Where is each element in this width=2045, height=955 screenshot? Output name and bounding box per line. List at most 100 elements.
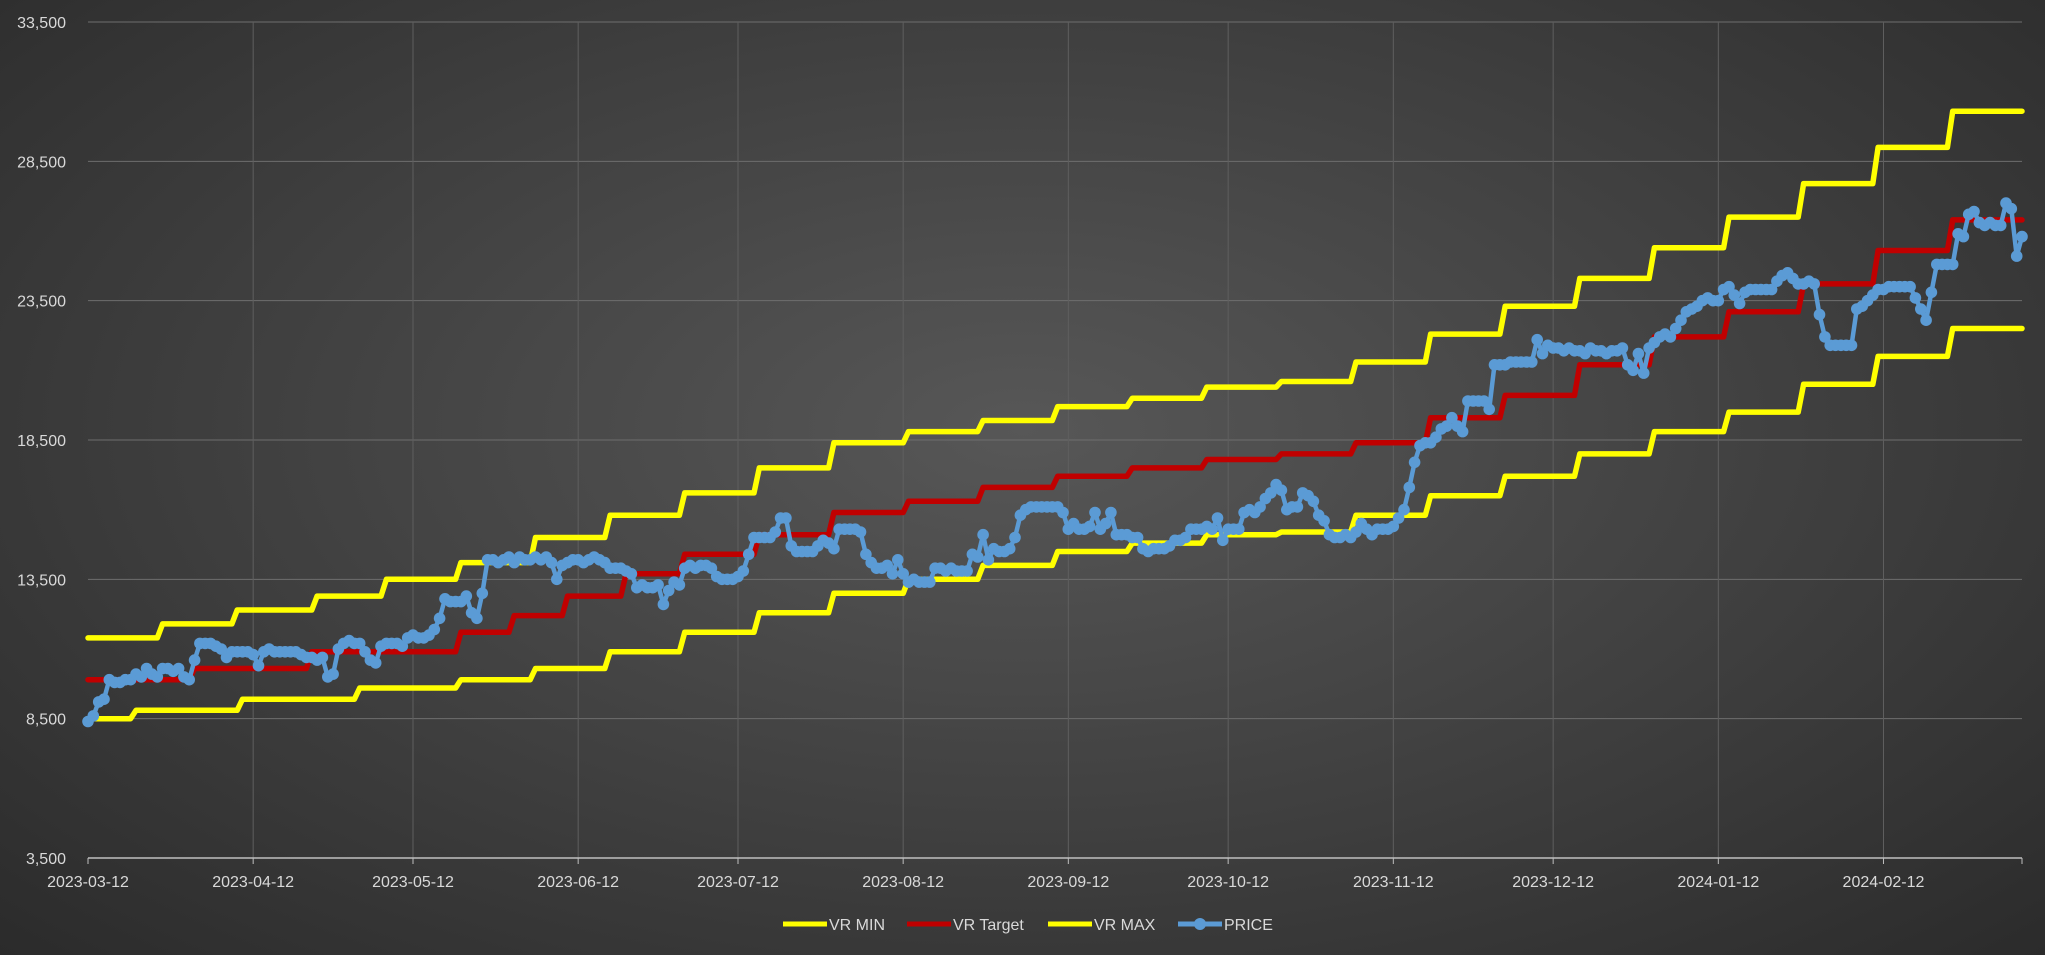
price-point [1403, 481, 1416, 494]
y-axis-tick-labels: 3,500 8,500 13,500 18,500 23,500 28,500 33,500 [17, 15, 66, 868]
price-point [1387, 520, 1400, 533]
x-tick-label: 2023-06-12 [537, 874, 619, 891]
price-point [1845, 339, 1858, 352]
x-tick-label: 2023-08-12 [862, 874, 944, 891]
price-point [471, 612, 483, 625]
price-point [1920, 314, 1932, 327]
price-point [1664, 331, 1677, 343]
price-point [1398, 503, 1410, 516]
x-tick-label: 2023-03-12 [47, 874, 129, 891]
price-point [1233, 523, 1245, 535]
price-point [705, 562, 718, 574]
price-point [657, 598, 670, 611]
y-tick-label: 8,500 [26, 712, 66, 729]
price-point [316, 651, 329, 664]
series-line-vr-max [85, 108, 2025, 641]
price-point [971, 551, 984, 563]
price-point [1483, 403, 1495, 416]
x-tick-label: 2023-05-12 [372, 874, 454, 891]
price-point [1957, 230, 1970, 243]
price-point [1994, 219, 2007, 232]
price-point [1089, 506, 1101, 519]
price-point [892, 554, 904, 566]
price-point [1003, 542, 1016, 555]
price-point [1946, 258, 1959, 271]
legend-item-vr-max: VR MAX [1048, 917, 1156, 934]
price-point [460, 590, 473, 602]
series-vr-max [85, 108, 2025, 641]
price-point [1009, 531, 1021, 544]
price-point [98, 693, 110, 705]
price-point [476, 587, 489, 600]
price-point [1446, 411, 1458, 424]
price-point [1819, 331, 1831, 343]
price-point [1408, 456, 1421, 469]
price-point [215, 643, 227, 655]
price-point [1206, 523, 1218, 535]
price-point [769, 526, 782, 538]
price-point [1813, 308, 1826, 321]
price-point [780, 512, 792, 524]
legend-label: VR MAX [1094, 917, 1156, 934]
price-point [1627, 364, 1639, 377]
price-point [369, 657, 382, 669]
price-point [183, 673, 195, 686]
price-point [1808, 278, 1820, 290]
price-point [1616, 342, 1629, 354]
price-point [1723, 280, 1735, 293]
series-layer [82, 108, 2028, 728]
price-point [881, 559, 893, 572]
y-tick-label: 3,500 [26, 851, 66, 868]
price-point [1430, 431, 1442, 444]
price-point [1904, 280, 1916, 293]
y-tick-label: 18,500 [17, 433, 66, 450]
price-point [1712, 294, 1725, 307]
price-point [1099, 517, 1112, 530]
price-point [924, 576, 936, 588]
legend: VR MIN VR Target VR MAX PRICE [783, 917, 1273, 934]
price-point [1275, 484, 1288, 497]
price-point [1526, 356, 1538, 368]
legend-label: PRICE [1224, 917, 1273, 934]
price-point [188, 654, 201, 666]
gridlines [87, 21, 2023, 864]
series-price [82, 197, 2028, 728]
price-point [353, 637, 366, 650]
price-point [854, 526, 867, 538]
legend-item-vr-min: VR MIN [783, 917, 885, 934]
x-tick-label: 2023-04-12 [212, 874, 294, 891]
price-point [1915, 303, 1927, 315]
price-point [737, 565, 750, 577]
price-point [828, 542, 840, 555]
price-point [545, 556, 558, 569]
price-point [1968, 205, 1980, 218]
price-point [135, 671, 148, 683]
price-point [1211, 512, 1224, 524]
x-axis-tick-labels: 2023-03-12 2023-04-12 2023-05-12 2023-06-12… [47, 874, 1924, 891]
price-point [1307, 495, 1320, 508]
price-point [1925, 286, 1938, 299]
y-tick-label: 13,500 [17, 572, 66, 589]
price-point [961, 565, 973, 577]
price-point [428, 623, 441, 636]
price-point [1733, 297, 1746, 310]
price-point [1350, 526, 1362, 538]
price-point [327, 668, 339, 680]
x-tick-label: 2023-11-12 [1353, 874, 1434, 891]
price-point [359, 646, 371, 658]
y-tick-label: 33,500 [17, 15, 66, 32]
price-point [172, 662, 185, 675]
price-point [625, 568, 638, 580]
price-point [2010, 250, 2023, 262]
price-point [1083, 520, 1096, 533]
price-point [977, 528, 989, 541]
x-tick-label: 2024-01-12 [1677, 874, 1759, 891]
price-point [886, 568, 899, 580]
x-tick-label: 2023-07-12 [697, 874, 779, 891]
y-tick-label: 28,500 [17, 154, 66, 171]
y-tick-label: 23,500 [17, 294, 66, 311]
price-point [1456, 425, 1469, 438]
x-tick-label: 2023-09-12 [1027, 874, 1109, 891]
legend-item-price: PRICE [1178, 917, 1273, 934]
